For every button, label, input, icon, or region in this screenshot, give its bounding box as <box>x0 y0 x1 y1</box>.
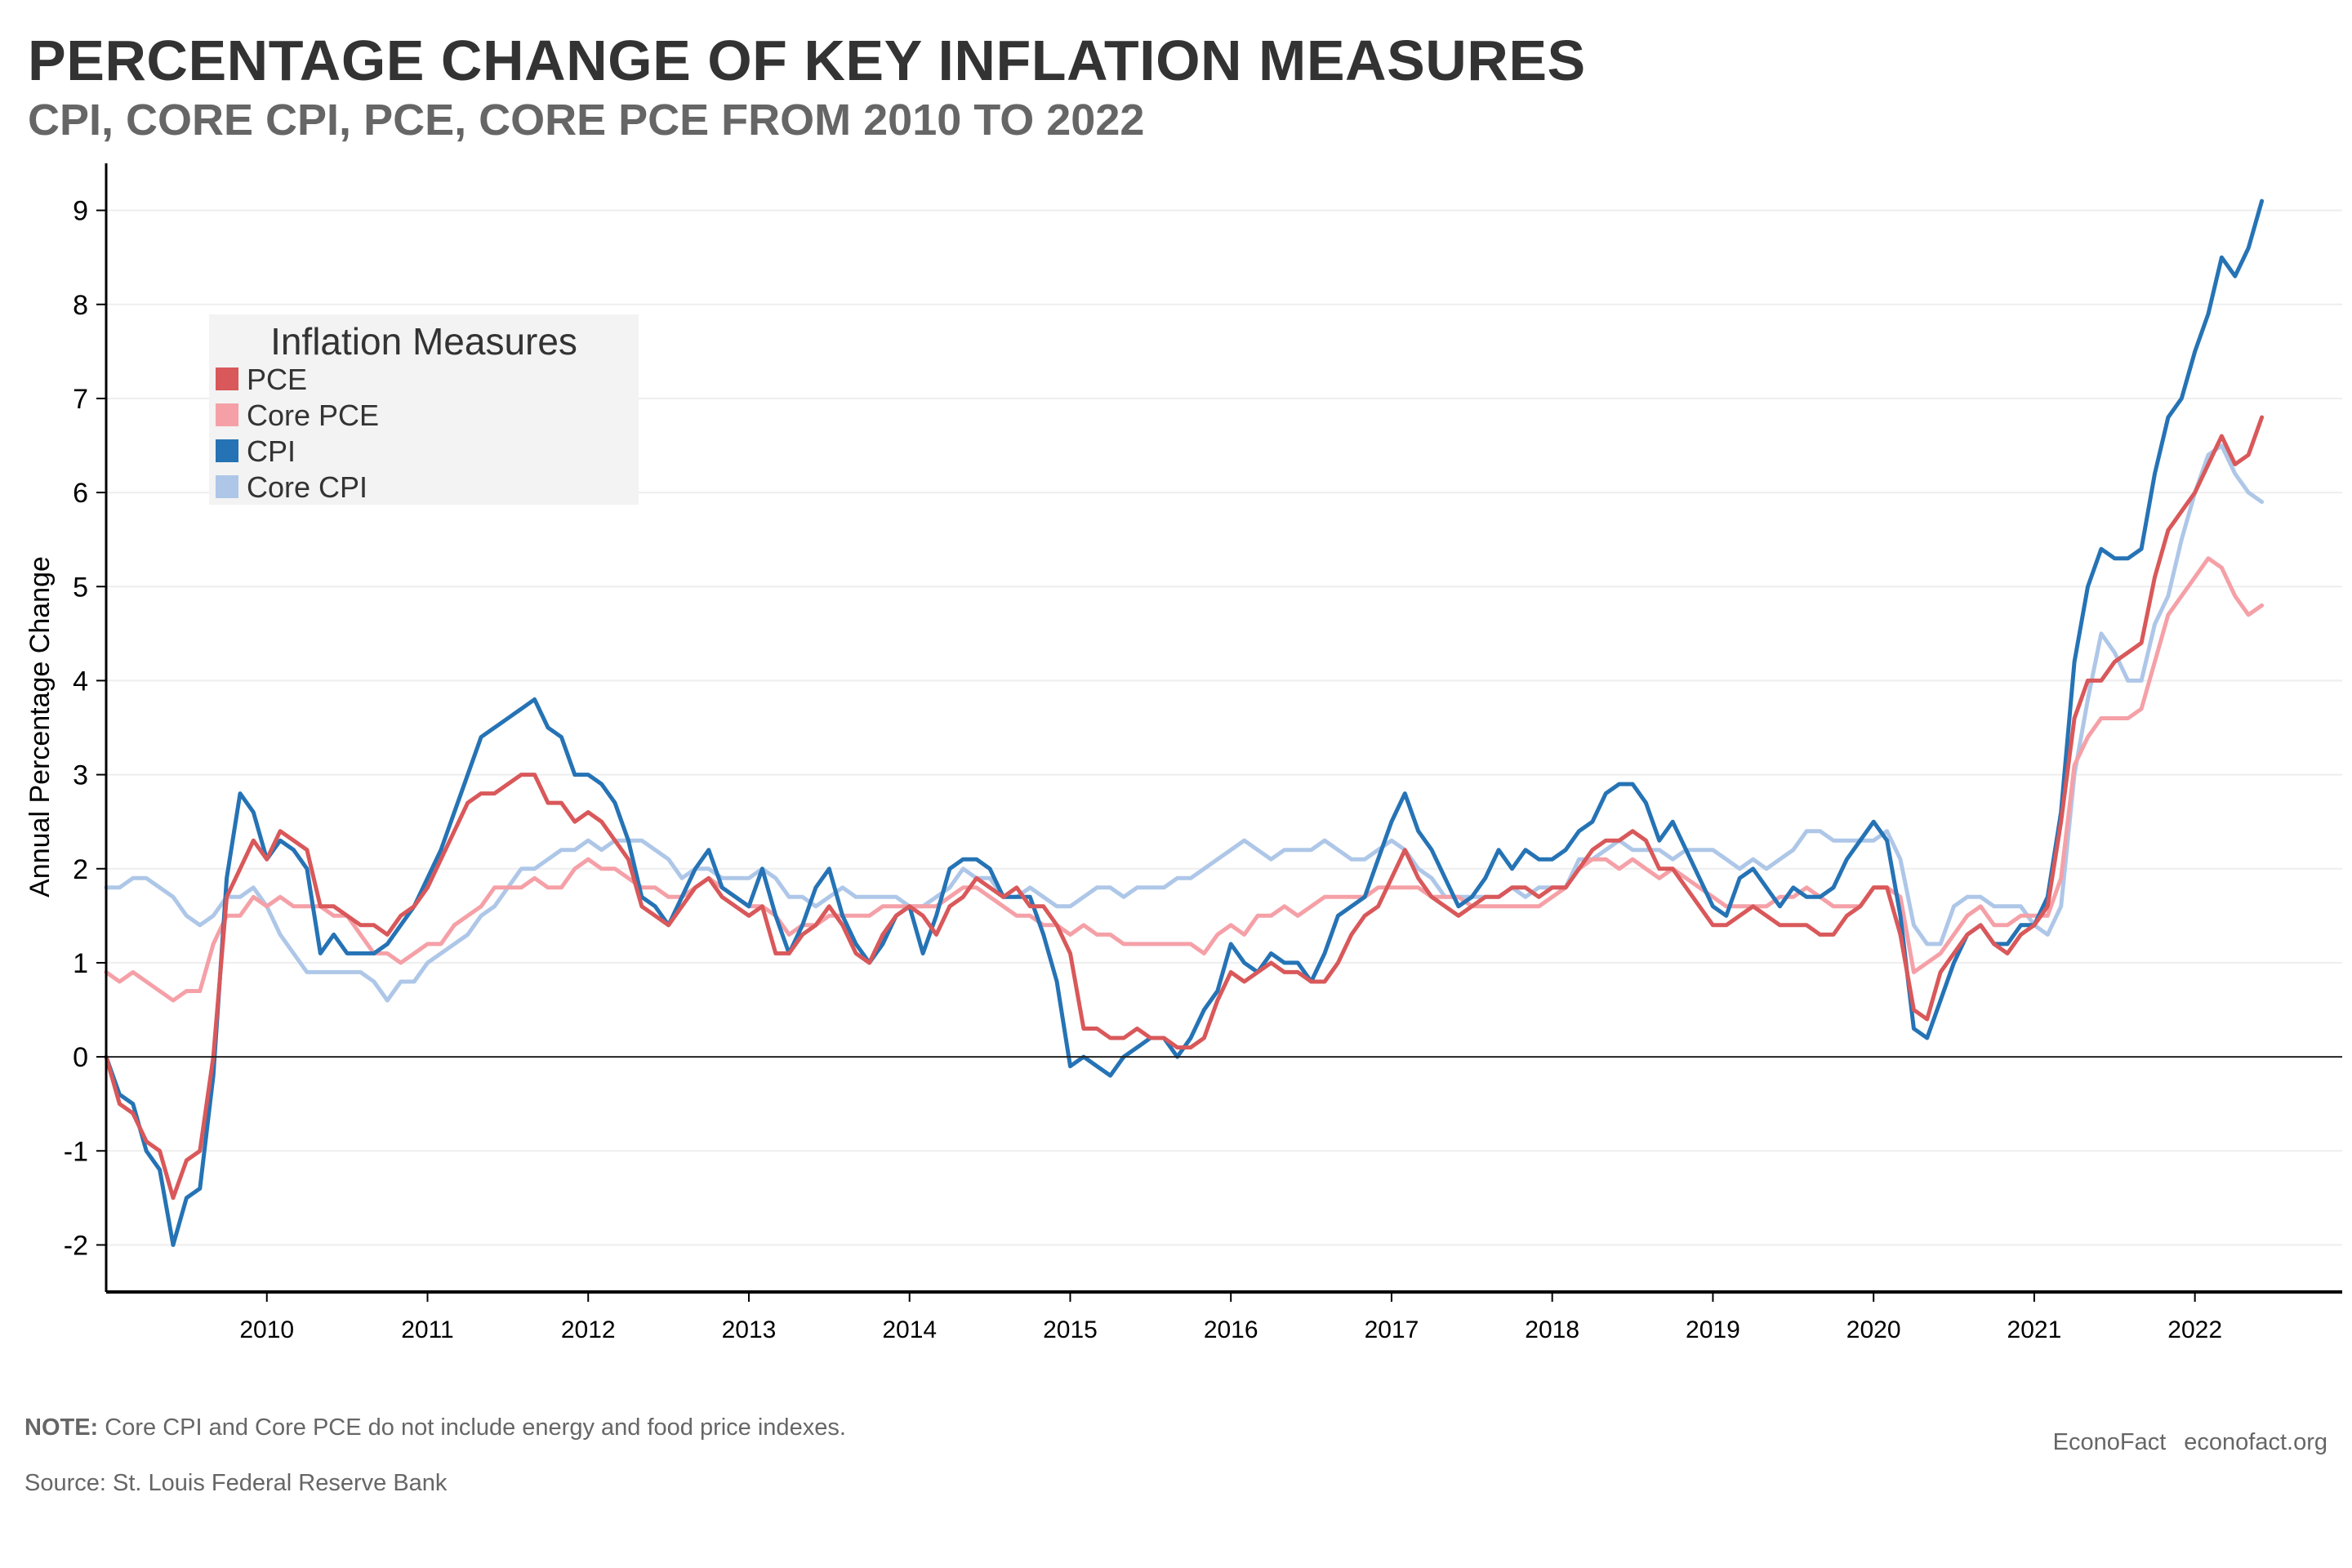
series-line-core-pce <box>104 556 2265 1003</box>
y-tick-label: 3 <box>73 760 88 791</box>
x-tick-label: 2020 <box>1846 1316 1901 1343</box>
axes <box>105 163 2342 1294</box>
x-tick-label: 2010 <box>239 1316 294 1343</box>
x-tick-label: 2021 <box>2007 1316 2062 1343</box>
legend-swatch <box>216 403 238 426</box>
source-credit: Source: St. Louis Federal Reserve Bank <box>24 1470 448 1496</box>
y-tick-label: 0 <box>73 1042 88 1073</box>
x-tick-label: 2016 <box>1204 1316 1258 1343</box>
y-axis-ticks: -2 -1 0 1 2 3 4 5 6 7 8 9 <box>64 196 106 1261</box>
y-tick-label: 5 <box>73 572 88 603</box>
legend-title: Inflation Measures <box>270 320 577 363</box>
y-axis-label: Annual Percentage Change <box>24 556 56 898</box>
x-axis-ticks: 2010 2011 2012 2013 2014 2015 2016 2017 2018 2019… <box>239 1292 2222 1343</box>
x-tick-label: 2012 <box>561 1316 616 1343</box>
legend-swatch <box>216 368 238 390</box>
y-tick-label: 7 <box>73 384 88 415</box>
x-tick-label: 2014 <box>882 1316 937 1343</box>
footnote: NOTE: Core CPI and Core PCE do not inclu… <box>24 1414 846 1441</box>
brand-credit: EconoFact econofact.org <box>2053 1429 2328 1456</box>
legend-label: Core PCE <box>247 399 379 432</box>
y-tick-label: 6 <box>73 478 88 509</box>
x-tick-label: 2018 <box>1525 1316 1579 1343</box>
y-tick-label: -1 <box>64 1136 88 1167</box>
note-label: NOTE: <box>24 1414 99 1441</box>
x-tick-label: 2015 <box>1043 1316 1098 1343</box>
x-tick-label: 2011 <box>401 1316 454 1343</box>
legend-label: CPI <box>247 434 296 468</box>
y-tick-label: 2 <box>73 854 88 885</box>
brand-name: EconoFact <box>2052 1429 2167 1455</box>
legend-swatch <box>216 439 238 462</box>
legend-label: Core CPI <box>247 470 368 504</box>
series-lines <box>104 198 2265 1247</box>
series-line-pce <box>104 415 2265 1200</box>
y-tick-label: 9 <box>73 196 88 227</box>
x-tick-label: 2017 <box>1365 1316 1419 1343</box>
chart-subtitle: CPI, CORE CPI, PCE, CORE PCE FROM 2010 T… <box>28 96 1145 145</box>
chart-title: PERCENTAGE CHANGE OF KEY INFLATION MEASU… <box>28 29 1586 92</box>
y-tick-label: -2 <box>64 1230 88 1261</box>
legend-swatch <box>216 475 238 498</box>
x-tick-label: 2019 <box>1686 1316 1740 1343</box>
x-tick-label: 2022 <box>2167 1316 2222 1343</box>
y-tick-label: 8 <box>73 290 88 321</box>
x-tick-label: 2013 <box>722 1316 777 1343</box>
legend-label: PCE <box>247 363 307 396</box>
note-text: Core CPI and Core PCE do not include ene… <box>105 1414 846 1441</box>
series-line-core-cpi <box>104 443 2265 1003</box>
brand-url: econofact.org <box>2184 1429 2328 1455</box>
y-tick-label: 4 <box>73 666 88 697</box>
y-tick-label: 1 <box>73 948 88 979</box>
legend-background <box>209 314 639 505</box>
